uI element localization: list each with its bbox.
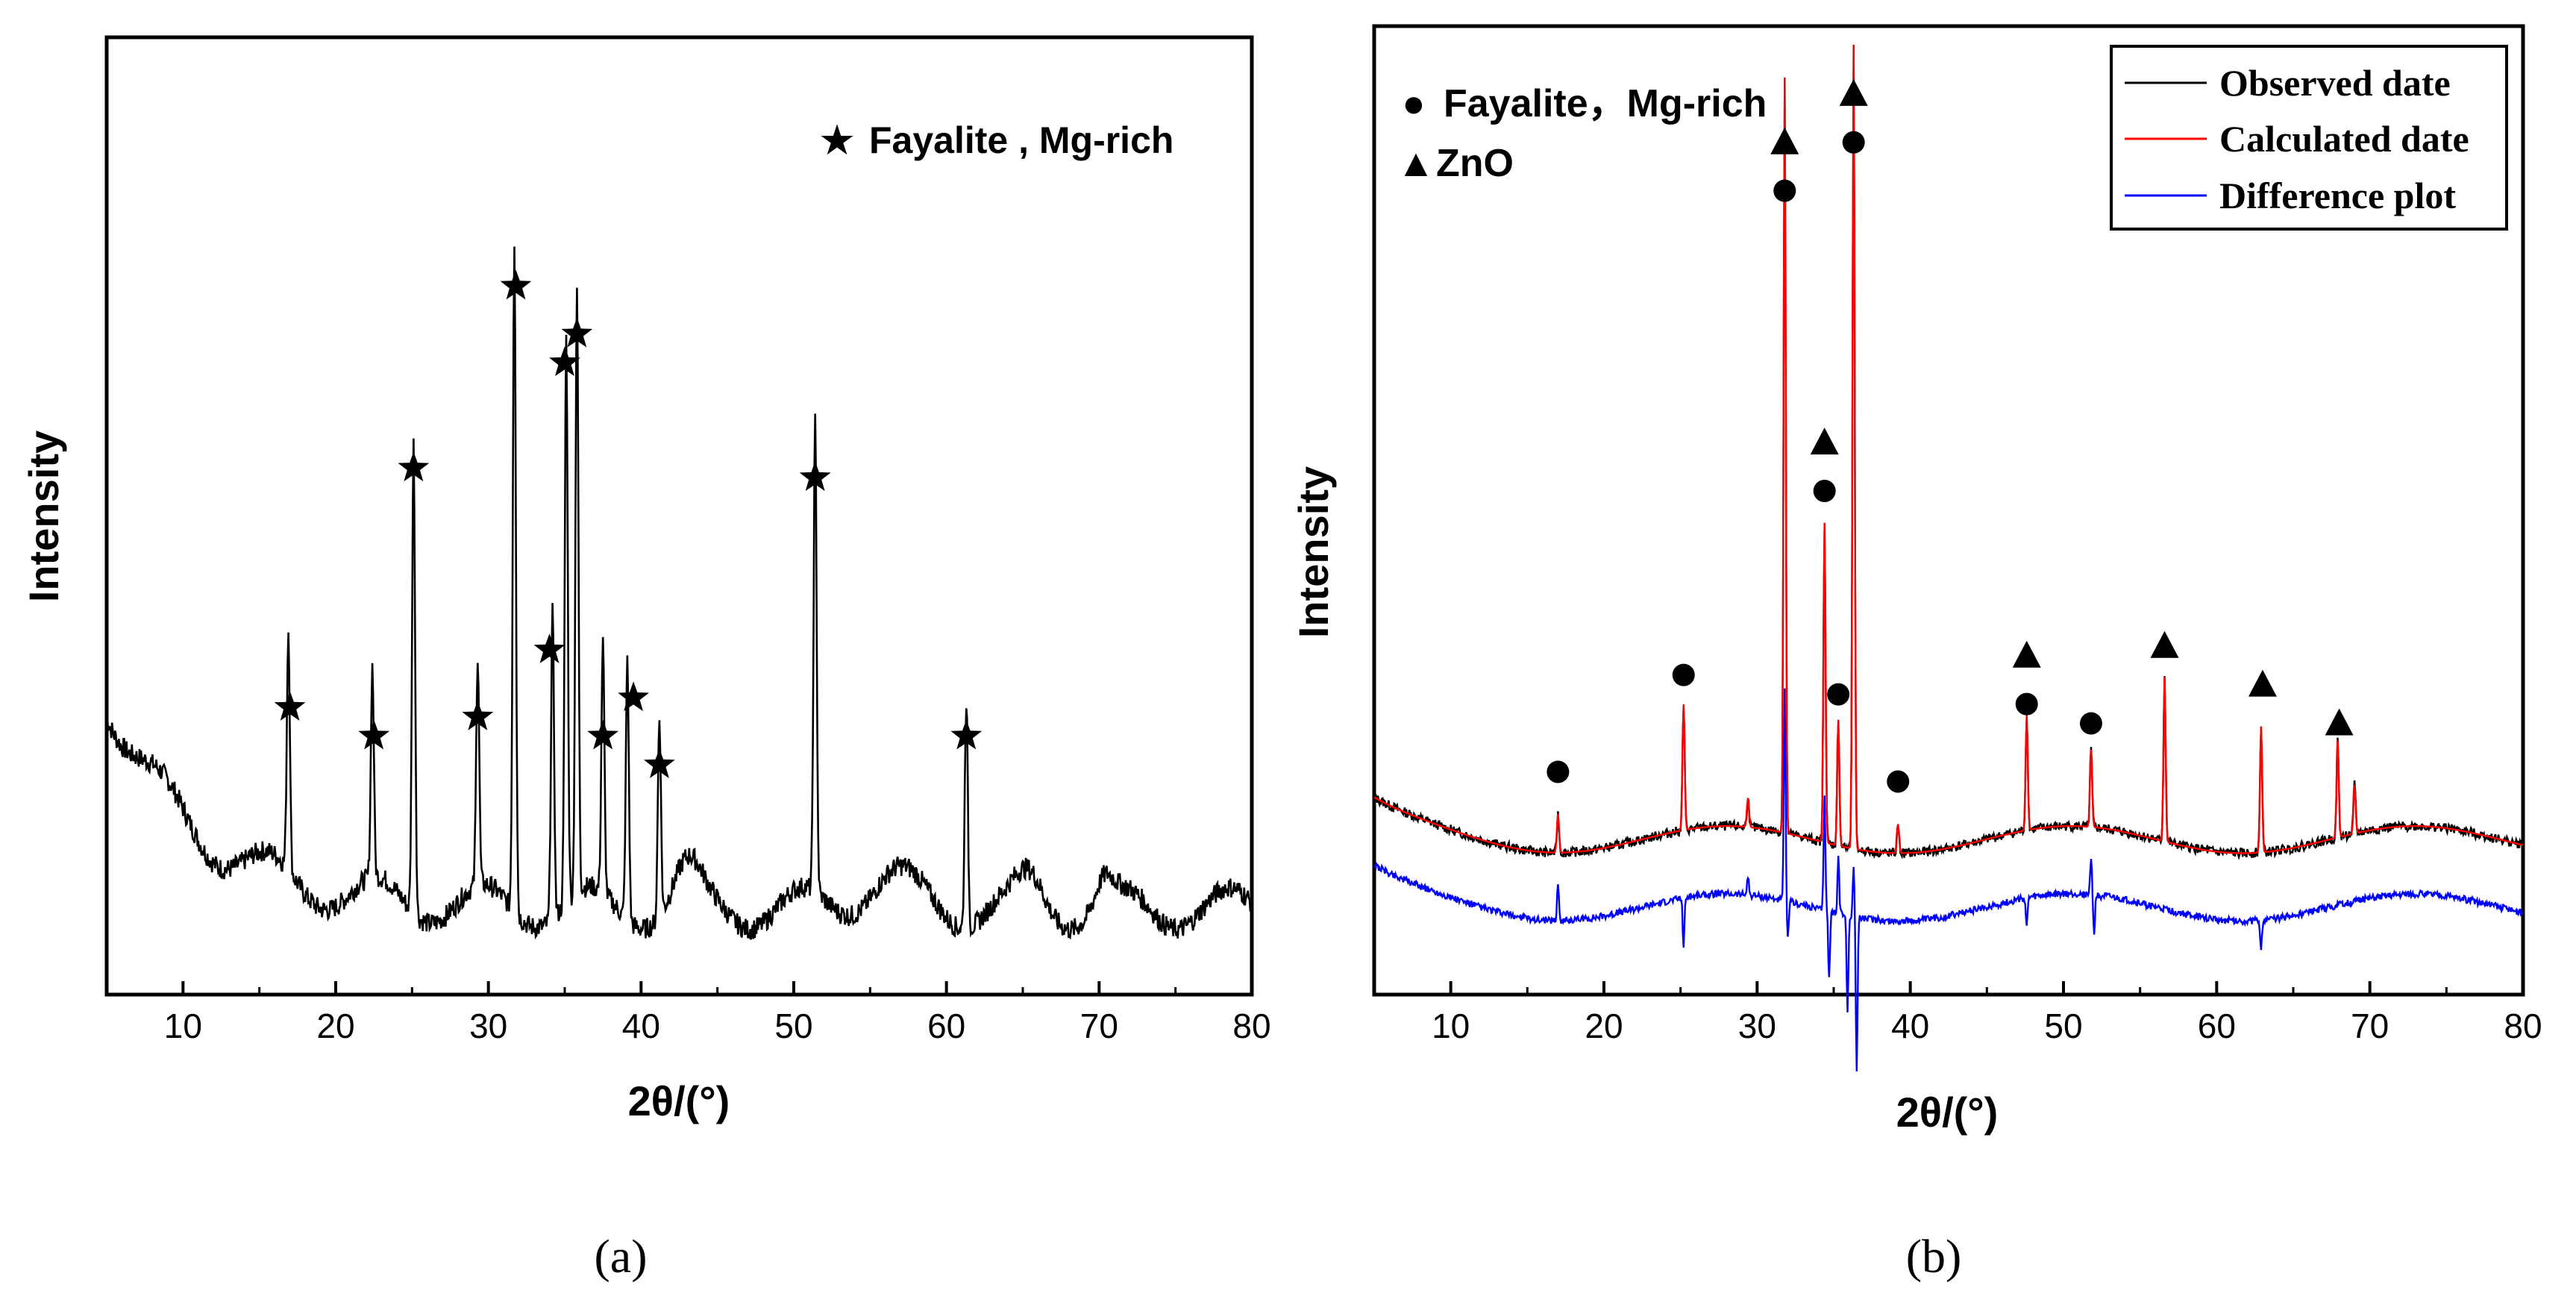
star-marker: [950, 719, 983, 750]
x-tick-label: 70: [2351, 1007, 2389, 1045]
x-tick-label: 70: [1080, 1007, 1118, 1045]
x-tick-label: 80: [1232, 1007, 1270, 1045]
x-tick-label: 30: [1738, 1007, 1776, 1045]
panel-a-x-axis: 10 20 30 40 50 60 70 80: [105, 981, 1271, 1045]
x-tick-label: 20: [316, 1007, 354, 1045]
x-tick-label: 10: [164, 1007, 202, 1045]
circle-marker: [2015, 692, 2038, 716]
circle-marker: [1887, 770, 1910, 793]
panel-a-x-axis-title: 2θ/(°): [628, 1077, 730, 1124]
panel-a-legend: ★ Fayalite , Mg-rich: [821, 119, 1174, 161]
panel-b-legend-triangle-icon: ▲: [1397, 142, 1435, 185]
x-tick-label: 60: [2198, 1007, 2236, 1045]
x-tick-label: 40: [1891, 1007, 1929, 1045]
star-marker: [644, 748, 675, 778]
panel-a-y-axis-title: Intensity: [20, 431, 67, 602]
panel-b-peak-markers: [1546, 78, 2354, 793]
panel-a-peak-markers: [274, 269, 983, 778]
series-calculated-date: [1373, 45, 2524, 854]
triangle-marker: [1810, 428, 1839, 455]
pattern-line: [106, 246, 1253, 940]
x-tick-label: 10: [1432, 1007, 1470, 1045]
x-tick-label: 30: [469, 1007, 507, 1045]
triangle-marker: [2325, 708, 2354, 736]
triangle-marker: [1839, 78, 1868, 106]
x-tick-label: 50: [2044, 1007, 2082, 1045]
star-marker: [549, 346, 580, 376]
panel-b-x-axis: 10 20 30 40 50 60 70 80: [1373, 981, 2542, 1045]
circle-marker: [1672, 663, 1695, 686]
circle-marker: [2079, 712, 2102, 735]
panel-a-frame: [104, 35, 1254, 997]
x-tick-label: 60: [927, 1007, 965, 1045]
panel-b-legend-fayalite-label: Fayalite，Mg-rich: [1444, 82, 1767, 125]
x-tick-label: 80: [2504, 1007, 2542, 1045]
legend-label-calculated: Calculated date: [2219, 118, 2469, 160]
panel-b-plot-area: [1373, 45, 2525, 1071]
star-marker: [587, 719, 619, 750]
circle-marker: [1773, 179, 1796, 202]
panel-b-legend-zno-label: ZnO: [1436, 142, 1514, 185]
star-marker: [618, 681, 649, 712]
circle-marker: [1842, 131, 1865, 154]
circle-marker: [1546, 760, 1570, 783]
circle-marker: [1827, 683, 1850, 706]
triangle-marker: [2248, 669, 2277, 697]
panel-a-legend-label: Fayalite , Mg-rich: [869, 119, 1173, 161]
star-marker: [533, 633, 565, 663]
panel-b-x-axis-title: 2θ/(°): [1896, 1089, 1999, 1136]
triangle-marker: [2012, 640, 2041, 668]
x-tick-label: 40: [622, 1007, 660, 1045]
circle-marker: [1813, 480, 1836, 503]
legend-label-observed: Observed date: [2219, 62, 2451, 104]
x-tick-label: 50: [774, 1007, 812, 1045]
star-marker: [462, 700, 494, 730]
star-marker: [398, 451, 430, 482]
series-observed-date: [1373, 45, 2525, 861]
x-tick-label: 20: [1585, 1007, 1623, 1045]
panel-b-label: (b): [1906, 1230, 1962, 1283]
panel-a-chart: 10 20 30 40 50 60 70 80 2θ/(°) Intensity ★ Faya…: [20, 35, 1271, 1283]
panel-b-series-legend: Observed date Calculated date Difference…: [2110, 45, 2508, 231]
panel-a-label: (a): [594, 1230, 647, 1283]
panel-a-legend-star-icon: ★: [821, 119, 854, 161]
triangle-marker: [1770, 127, 1799, 154]
star-marker: [561, 317, 593, 348]
panel-b-symbol-legend: ● Fayalite，Mg-rich ▲ ZnO: [1397, 82, 1767, 185]
panel-b-legend-circle-icon: ●: [1402, 82, 1425, 125]
legend-label-difference: Difference plot: [2219, 175, 2456, 216]
star-marker: [358, 719, 390, 750]
panel-b-chart: 10 20 30 40 50 60 70 80 2θ/(°) Intensity ● Faya…: [1290, 24, 2542, 1283]
panel-b-frame: [1372, 24, 2525, 997]
star-marker: [274, 691, 306, 721]
star-marker: [500, 269, 532, 300]
triangle-marker: [2150, 630, 2179, 658]
panel-b-y-axis-title: Intensity: [1290, 466, 1337, 638]
panel-a-plot-area: [106, 246, 1253, 940]
series-difference-plot: [1373, 688, 2524, 1071]
star-marker: [799, 461, 831, 491]
